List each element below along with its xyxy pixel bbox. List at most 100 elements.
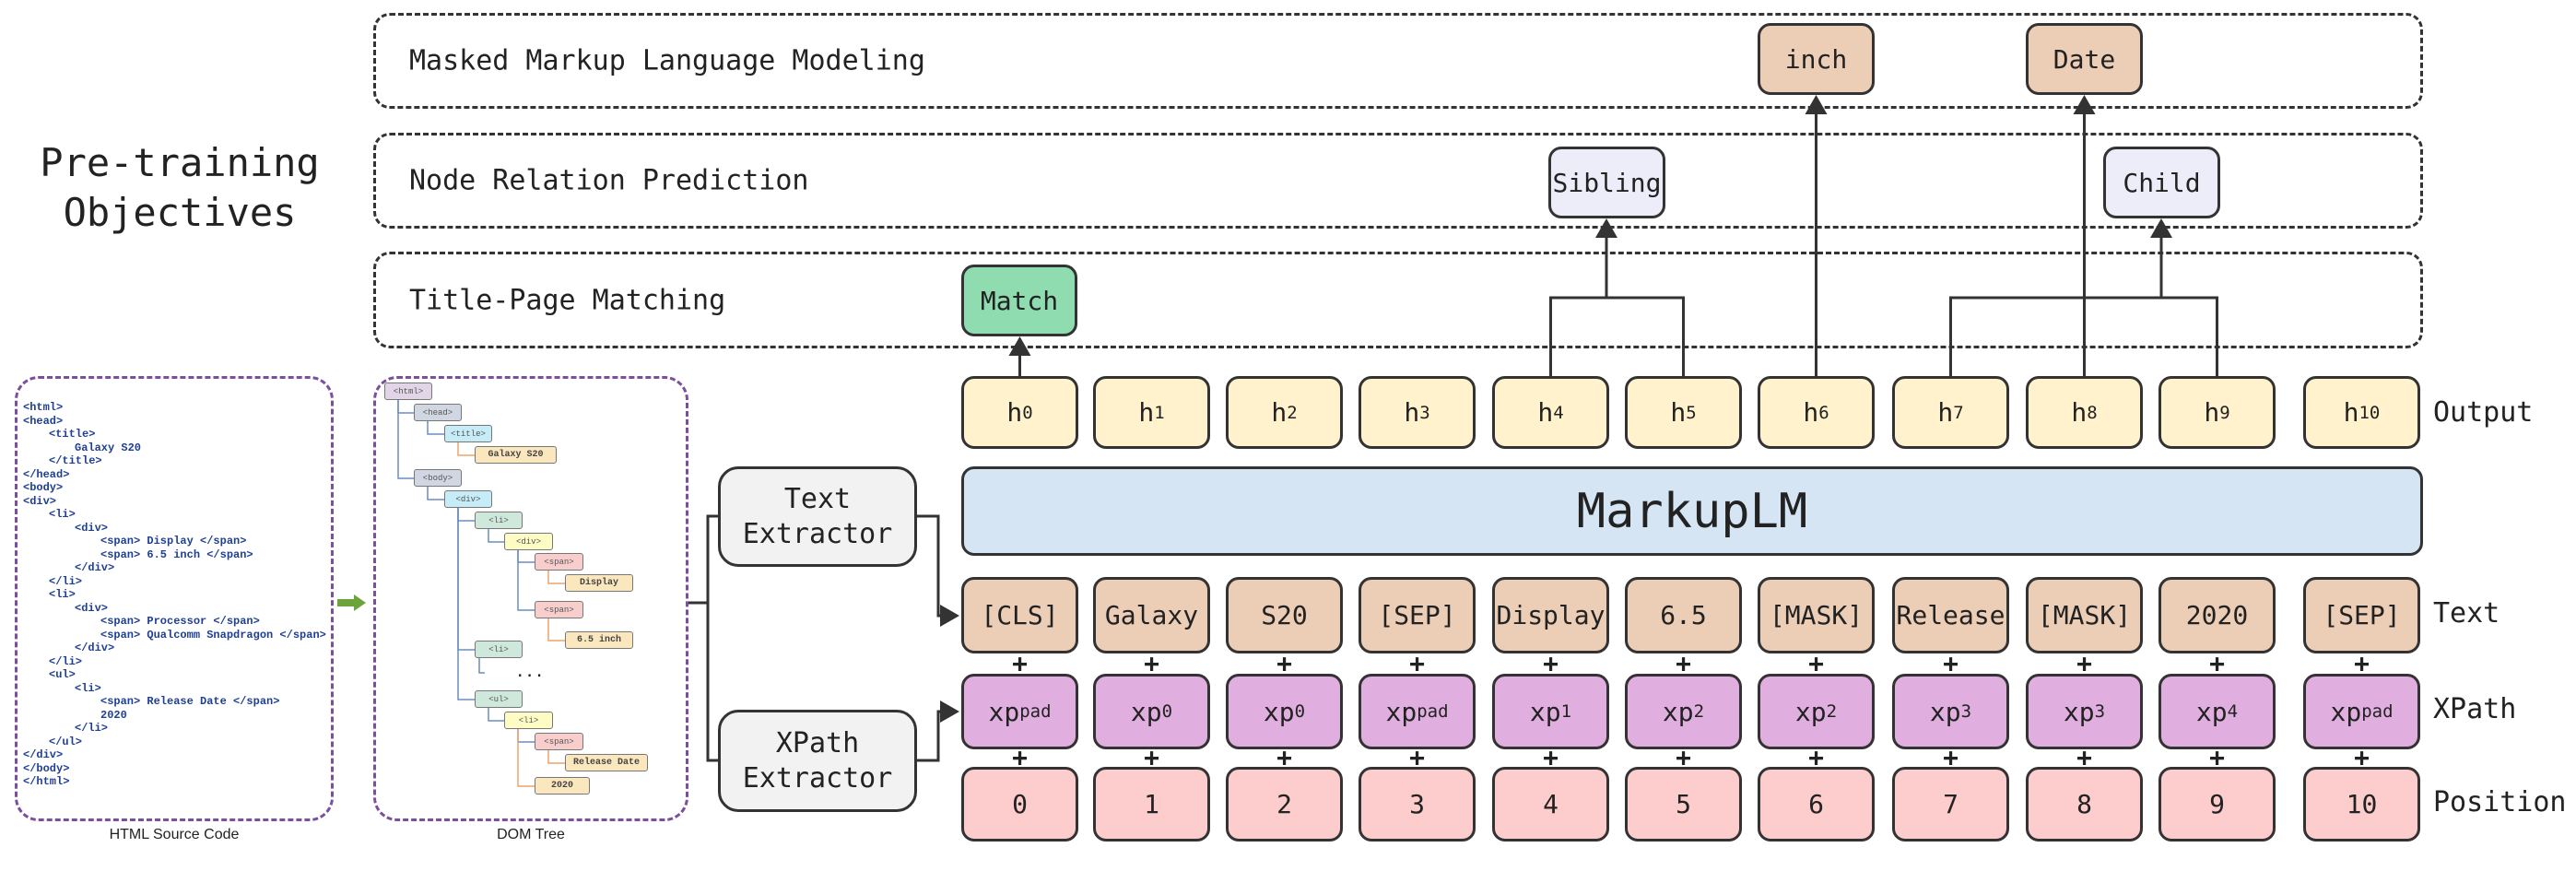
code-line: <li> [49, 588, 76, 601]
position-token: 10 [2303, 767, 2420, 842]
position-token: 0 [961, 767, 1078, 842]
xpath-token: xp pad [2303, 674, 2420, 749]
dom-node: <span> [535, 733, 583, 750]
position-token: 1 [1093, 767, 1210, 842]
html-source-caption: HTML Source Code [109, 827, 240, 842]
token-subscript: 2 [1693, 701, 1705, 722]
code-line: </li> [49, 574, 83, 588]
code-line: <div> [75, 601, 109, 615]
code-line: </head> [23, 467, 70, 481]
dom-ellipsis: ... [516, 665, 546, 680]
token-subscript: 0 [1161, 701, 1173, 722]
objective-label: Title-Page Matching [409, 284, 726, 316]
code-line: <span> Qualcomm Snapdragon </span> [100, 628, 326, 641]
xpath-token: xp 3 [1892, 674, 2009, 749]
text-extractor: Text Extractor [718, 466, 917, 567]
dom-node: 2020 [535, 777, 590, 794]
objective-label: Masked Markup Language Modeling [409, 44, 925, 77]
match-prediction: Match [961, 265, 1077, 336]
token-base: h [1138, 397, 1155, 428]
dom-node: Display [565, 574, 633, 592]
html-source-panel: <html> <head> <title> Galaxy S20 </title> </h… [15, 376, 334, 821]
token-subscript: 2 [1287, 402, 1298, 423]
code-line: <span> Display </span> [100, 535, 247, 547]
token-base: xp [1130, 696, 1162, 727]
plus-sign: + [1676, 648, 1691, 678]
dom-node: <title> [444, 425, 492, 442]
objective-nrp: Node Relation Prediction [373, 133, 2423, 229]
plus-sign: + [1012, 742, 1028, 772]
text-token: Galaxy [1093, 577, 1210, 653]
token-base: h [1537, 397, 1554, 428]
code-line: <head> [23, 414, 64, 428]
dom-edge [488, 708, 504, 722]
code-line: </div> [75, 561, 115, 574]
token-base: xp [1794, 696, 1827, 727]
code-line: <li> [75, 681, 101, 695]
plus-sign: + [1808, 742, 1824, 772]
code-line: 2020 [100, 708, 127, 722]
token-subscript: 8 [2087, 402, 2098, 423]
position-token: 7 [1892, 767, 2009, 842]
dom-node: <body> [414, 469, 462, 487]
plus-sign: + [1276, 742, 1292, 772]
plus-sign: + [2354, 648, 2370, 678]
position-token: 2 [1226, 767, 1343, 842]
xpath-token: xp 2 [1758, 674, 1875, 749]
token-subscript: 1 [1560, 701, 1572, 722]
code-line: </title> [49, 454, 102, 467]
position-token: 6 [1758, 767, 1875, 842]
text-token: Release [1892, 577, 2009, 653]
dom-tree-panel [373, 376, 688, 821]
text-token: [MASK] [2026, 577, 2143, 653]
token-base: xp [2063, 696, 2095, 727]
plus-sign: + [1808, 648, 1824, 678]
plus-sign: + [1943, 742, 1958, 772]
token-subscript: pad [2361, 701, 2394, 722]
dom-node: <li> [475, 641, 523, 658]
token-subscript: 0 [1022, 402, 1033, 423]
xpath-token: xp 0 [1226, 674, 1343, 749]
dom-edge [517, 729, 535, 787]
plus-sign: + [1543, 742, 1559, 772]
code-line: </div> [23, 748, 64, 761]
code-line: Galaxy S20 [75, 441, 142, 454]
token-base: xp [1529, 696, 1561, 727]
token-base: h [1937, 397, 1954, 428]
plus-sign: + [2076, 742, 2092, 772]
position-token: 9 [2158, 767, 2276, 842]
child-prediction: Child [2103, 147, 2220, 218]
position-token: 8 [2026, 767, 2143, 842]
html-source-code: <html> <head> <title> Galaxy S20 </title> </h… [23, 401, 326, 789]
dom-node: <li> [475, 512, 523, 529]
text-token: S20 [1226, 577, 1343, 653]
plus-sign: + [1409, 742, 1425, 772]
xpath-token: xp 4 [2158, 674, 2276, 749]
token-subscript: 3 [1419, 402, 1430, 423]
dom-node: <li> [504, 712, 553, 729]
objective-label: Node Relation Prediction [409, 164, 809, 197]
dom-node: <ul> [475, 690, 523, 708]
plus-sign: + [1943, 648, 1958, 678]
arrow-right-icon [337, 594, 367, 611]
token-subscript: 2 [1826, 701, 1838, 722]
output-embedding: h 10 [2303, 376, 2420, 449]
dom-edge [457, 442, 475, 456]
extractor-label: Text [783, 482, 852, 515]
row-label-output: Output [2433, 396, 2534, 429]
dom-edge [547, 618, 565, 641]
dom-node: <span> [535, 601, 583, 618]
row-label-xpath: XPath [2433, 693, 2517, 725]
dom-node: <html> [384, 383, 432, 400]
token-subscript: 4 [2227, 701, 2239, 722]
xpath-extractor-arrow [917, 700, 959, 762]
plus-sign: + [2076, 648, 2092, 678]
text-token: [SEP] [1359, 577, 1476, 653]
code-line: </li> [49, 654, 83, 668]
